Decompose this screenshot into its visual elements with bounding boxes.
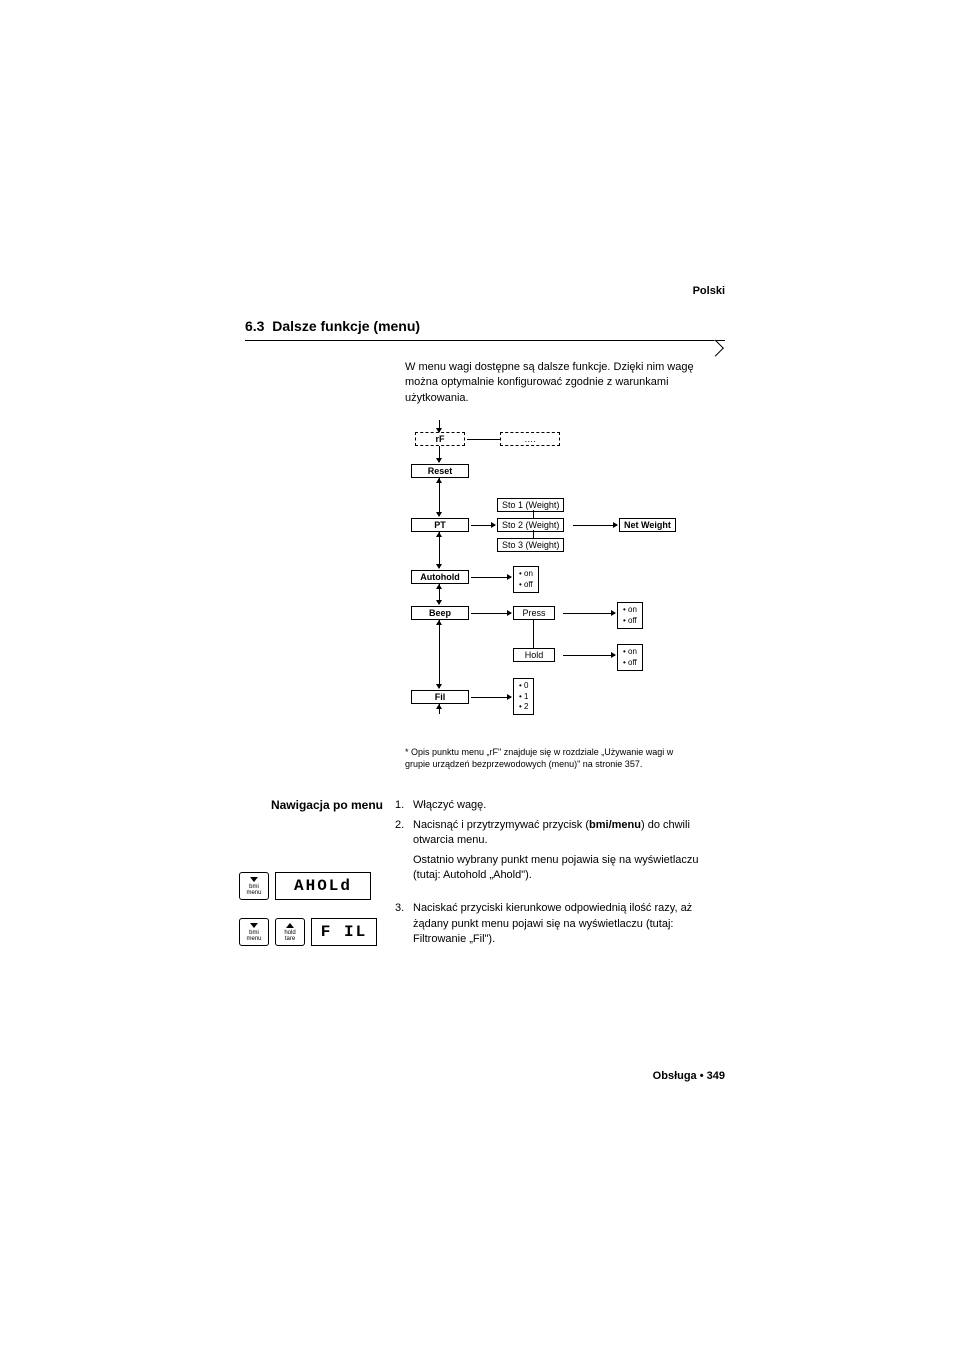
section-number: 6.3 xyxy=(245,318,264,334)
node-autohold: Autohold xyxy=(411,570,469,584)
node-reset: Reset xyxy=(411,464,469,478)
step-text: Naciskać przyciski kierunkowe odpowiedni… xyxy=(413,901,705,947)
page-footer: Obsługa • 349 xyxy=(653,1070,725,1082)
step-number: 1. xyxy=(395,798,413,813)
step-number: 2. xyxy=(395,818,413,849)
options-press: • on • off xyxy=(617,602,643,629)
diagram-footnote: * Opis punktu menu „rF" znajduje się w r… xyxy=(405,746,685,770)
lcd-display-fil: F IL xyxy=(311,918,377,946)
node-fil: Fil xyxy=(411,690,469,704)
nav-step-2: 2. Nacisnąć i przytrzymywać przycisk (bm… xyxy=(395,818,705,849)
opt-off: • off xyxy=(519,580,533,590)
nav-step-1: 1. Włączyć wagę. xyxy=(395,798,705,813)
intro-paragraph: W menu wagi dostępne są dalsze funkcje. … xyxy=(405,360,705,406)
opt-on: • on xyxy=(519,569,533,579)
options-fil: • 0 • 1 • 2 xyxy=(513,678,534,715)
key-bmi-menu: bmi menu xyxy=(239,918,269,946)
options-hold: • on • off xyxy=(617,644,643,671)
node-dots: …. xyxy=(500,432,560,446)
opt-off: • off xyxy=(623,616,637,626)
key-hold-tare: hold tare xyxy=(275,918,305,946)
illustration-ahold: bmi menu AHOLd xyxy=(239,872,371,900)
node-sto1: Sto 1 (Weight) xyxy=(497,498,564,512)
lcd-display-ahold: AHOLd xyxy=(275,872,371,900)
node-hold: Hold xyxy=(513,648,555,662)
node-press: Press xyxy=(513,606,555,620)
opt-on: • on xyxy=(623,605,637,615)
opt-1: • 1 xyxy=(519,692,528,702)
heading-rule xyxy=(245,340,725,350)
node-sto3: Sto 3 (Weight) xyxy=(497,538,564,552)
step-number: 3. xyxy=(395,901,413,947)
opt-off: • off xyxy=(623,658,637,668)
node-rf: rF xyxy=(415,432,465,446)
language-label: Polski xyxy=(693,285,725,297)
footer-label: Obsługa • xyxy=(653,1070,707,1082)
illustration-fil: bmi menu hold tare F IL xyxy=(239,918,377,946)
nav-step-2-sub: Ostatnio wybrany punkt menu pojawia się … xyxy=(413,853,705,884)
options-autohold: • on • off xyxy=(513,566,539,593)
key-bmi-menu: bmi menu xyxy=(239,872,269,900)
node-netweight: Net Weight xyxy=(619,518,676,532)
footer-page-number: 349 xyxy=(707,1070,725,1082)
node-pt: PT xyxy=(411,518,469,532)
section-heading: 6.3 Dalsze funkcje (menu) xyxy=(245,318,725,334)
section-title-text: Dalsze funkcje (menu) xyxy=(272,318,420,334)
menu-flow-diagram: rF …. Reset PT Sto 1 (Weight) Sto 2 (Wei… xyxy=(405,420,725,740)
opt-on: • on xyxy=(623,647,637,657)
opt-0: • 0 xyxy=(519,681,528,691)
step-text: Nacisnąć i przytrzymywać przycisk (bmi/m… xyxy=(413,818,705,849)
nav-step-3: 3. Naciskać przyciski kierunkowe odpowie… xyxy=(395,901,705,947)
step-text: Włączyć wagę. xyxy=(413,798,486,813)
opt-2: • 2 xyxy=(519,702,528,712)
node-sto2: Sto 2 (Weight) xyxy=(497,518,564,532)
node-beep: Beep xyxy=(411,606,469,620)
